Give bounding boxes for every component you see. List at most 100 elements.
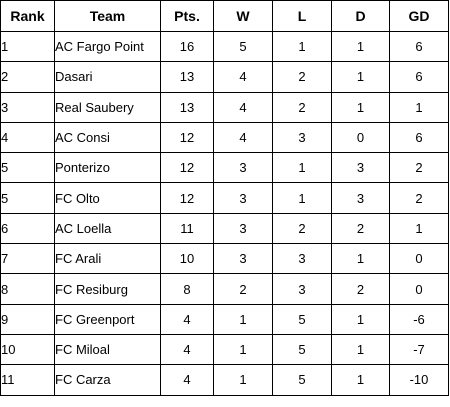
cell-goal-difference: 6 (389, 121, 449, 154)
cell-team: AC Consi (54, 121, 161, 154)
cell-rank: 4 (0, 121, 55, 154)
cell-points: 4 (160, 364, 214, 396)
cell-rank: 11 (0, 364, 55, 396)
cell-wins: 4 (213, 91, 273, 123)
cell-rank: 2 (0, 61, 55, 93)
table-row: 2 Dasari 13 4 2 1 6 (0, 61, 449, 93)
cell-draws: 1 (331, 364, 390, 396)
cell-losses: 1 (272, 30, 332, 63)
header-draws: D (331, 0, 390, 32)
cell-points: 4 (160, 333, 214, 366)
cell-losses: 5 (272, 303, 332, 335)
cell-points: 8 (160, 273, 214, 305)
cell-draws: 3 (331, 152, 390, 184)
cell-team: AC Fargo Point (54, 30, 161, 63)
cell-goal-difference: 2 (389, 182, 449, 214)
cell-wins: 1 (213, 333, 273, 366)
cell-team: FC Greenport (54, 303, 161, 335)
header-team: Team (54, 0, 161, 32)
cell-losses: 5 (272, 333, 332, 366)
table-row: 1 AC Fargo Point 16 5 1 1 6 (0, 30, 449, 63)
cell-losses: 3 (272, 243, 332, 275)
cell-wins: 5 (213, 30, 273, 63)
cell-rank: 8 (0, 273, 55, 305)
cell-draws: 2 (331, 212, 390, 245)
cell-goal-difference: -6 (389, 303, 449, 335)
header-row: Rank Team Pts. W L D GD (0, 0, 449, 32)
cell-points: 13 (160, 61, 214, 93)
cell-goal-difference: -10 (389, 364, 449, 396)
cell-draws: 2 (331, 273, 390, 305)
cell-wins: 1 (213, 303, 273, 335)
cell-goal-difference: 0 (389, 243, 449, 275)
cell-goal-difference: 0 (389, 273, 449, 305)
cell-team: FC Carza (54, 364, 161, 396)
cell-rank: 5 (0, 152, 55, 184)
cell-team: Ponterizo (54, 152, 161, 184)
cell-points: 12 (160, 182, 214, 214)
cell-wins: 2 (213, 273, 273, 305)
cell-wins: 4 (213, 121, 273, 154)
cell-draws: 1 (331, 303, 390, 335)
cell-rank: 10 (0, 333, 55, 366)
cell-draws: 1 (331, 333, 390, 366)
header-goal-difference: GD (389, 0, 449, 32)
header-points: Pts. (160, 0, 214, 32)
cell-points: 10 (160, 243, 214, 275)
table-row: 5 Ponterizo 12 3 1 3 2 (0, 152, 449, 184)
cell-rank: 7 (0, 243, 55, 275)
cell-losses: 2 (272, 91, 332, 123)
cell-goal-difference: 2 (389, 152, 449, 184)
cell-draws: 1 (331, 91, 390, 123)
cell-goal-difference: 1 (389, 91, 449, 123)
cell-draws: 1 (331, 30, 390, 63)
table-row: 6 AC Loella 11 3 2 2 1 (0, 212, 449, 245)
cell-points: 11 (160, 212, 214, 245)
cell-wins: 3 (213, 243, 273, 275)
cell-points: 12 (160, 152, 214, 184)
cell-draws: 1 (331, 243, 390, 275)
cell-wins: 3 (213, 152, 273, 184)
cell-rank: 9 (0, 303, 55, 335)
cell-losses: 5 (272, 364, 332, 396)
cell-wins: 1 (213, 364, 273, 396)
cell-draws: 1 (331, 61, 390, 93)
cell-rank: 3 (0, 91, 55, 123)
cell-losses: 3 (272, 273, 332, 305)
cell-losses: 1 (272, 152, 332, 184)
cell-team: FC Olto (54, 182, 161, 214)
table-row: 3 Real Saubery 13 4 2 1 1 (0, 91, 449, 123)
table-row: 8 FC Resiburg 8 2 3 2 0 (0, 273, 449, 305)
cell-points: 13 (160, 91, 214, 123)
cell-goal-difference: 6 (389, 61, 449, 93)
cell-team: FC Arali (54, 243, 161, 275)
cell-team: FC Miloal (54, 333, 161, 366)
cell-goal-difference: 6 (389, 30, 449, 63)
header-wins: W (213, 0, 273, 32)
cell-losses: 2 (272, 61, 332, 93)
cell-losses: 2 (272, 212, 332, 245)
cell-team: Real Saubery (54, 91, 161, 123)
standings-table: Rank Team Pts. W L D GD 1 AC Fargo Point 1… (0, 0, 449, 396)
cell-goal-difference: 1 (389, 212, 449, 245)
cell-rank: 5 (0, 182, 55, 214)
cell-rank: 6 (0, 212, 55, 245)
table-row: 7 FC Arali 10 3 3 1 0 (0, 243, 449, 275)
header-losses: L (272, 0, 332, 32)
cell-rank: 1 (0, 30, 55, 63)
header-rank: Rank (0, 0, 55, 32)
table-row: 5 FC Olto 12 3 1 3 2 (0, 182, 449, 214)
cell-draws: 0 (331, 121, 390, 154)
table-row: 4 AC Consi 12 4 3 0 6 (0, 121, 449, 154)
cell-wins: 3 (213, 182, 273, 214)
cell-points: 12 (160, 121, 214, 154)
cell-team: AC Loella (54, 212, 161, 245)
cell-losses: 3 (272, 121, 332, 154)
cell-team: Dasari (54, 61, 161, 93)
cell-draws: 3 (331, 182, 390, 214)
cell-points: 4 (160, 303, 214, 335)
cell-points: 16 (160, 30, 214, 63)
cell-wins: 3 (213, 212, 273, 245)
cell-team: FC Resiburg (54, 273, 161, 305)
table-row: 10 FC Miloal 4 1 5 1 -7 (0, 333, 449, 366)
